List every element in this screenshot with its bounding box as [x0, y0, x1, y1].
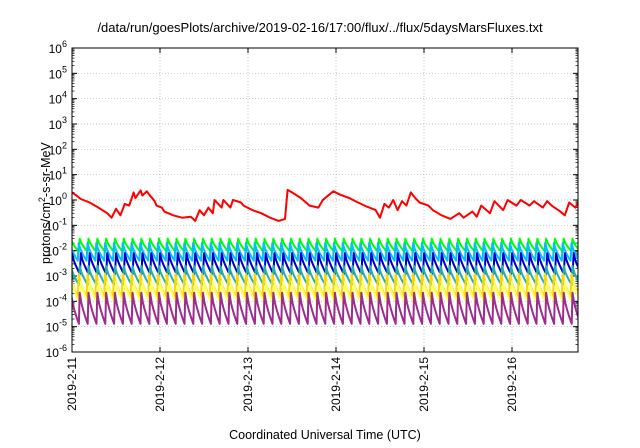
y-tick-label: 10-4	[46, 292, 67, 309]
y-tick-label: 105	[49, 64, 67, 81]
x-tick-label: 2019-2-11	[65, 357, 79, 411]
x-axis-label: Coordinated Universal Time (UTC)	[229, 428, 421, 442]
x-tick-label: 2019-2-13	[241, 357, 255, 412]
x-tick-label: 2019-2-16	[505, 357, 519, 412]
y-tick-label: 10-2	[46, 242, 67, 259]
chart-title: /data/run/goesPlots/archive/2019-02-16/1…	[97, 20, 543, 35]
series-line	[72, 291, 578, 325]
series-line	[72, 242, 578, 262]
y-tick-label: 103	[49, 115, 67, 132]
y-tick-label: 10-5	[46, 318, 67, 335]
y-tick-label: 104	[49, 90, 67, 107]
x-tick-label: 2019-2-15	[417, 357, 431, 412]
y-tick-label: 10-1	[46, 216, 67, 233]
y-tick-label: 102	[49, 140, 67, 157]
series-line	[72, 188, 578, 222]
y-tick-label: 101	[49, 166, 67, 183]
plot-frame	[71, 47, 579, 353]
y-tick-label: 10-6	[46, 343, 67, 360]
y-tick-label: 10-3	[46, 267, 67, 284]
x-tick-label: 2019-2-12	[153, 357, 167, 412]
x-tick-label: 2019-2-14	[329, 357, 343, 412]
y-tick-label: 100	[49, 191, 67, 208]
y-tick-label: 106	[49, 39, 67, 56]
